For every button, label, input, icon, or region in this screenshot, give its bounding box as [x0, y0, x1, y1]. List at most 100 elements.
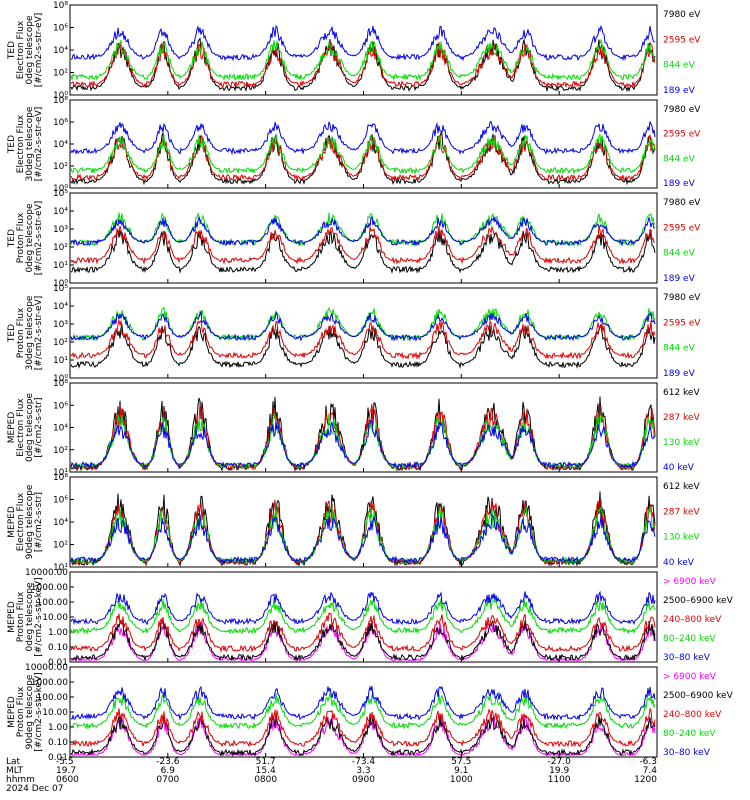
y-tick-label: 0.10: [48, 738, 68, 748]
y-tick-label: 10¹: [53, 261, 68, 271]
lat-tick-label: 51.7: [256, 757, 276, 767]
y-tick-label: 10⁶: [53, 118, 68, 128]
series-trace-blue: [70, 310, 656, 342]
y-tick-label: 10⁴: [53, 302, 68, 312]
legend-entry: 7980 eV: [663, 293, 701, 303]
panel-1: 10⁰ 10² 10⁴ 10⁶ 10⁸ TED Electron Flux 0deg tele…: [7, 1, 701, 101]
legend-entry: 844 eV: [663, 61, 696, 71]
time-tick-label: 1000: [450, 775, 473, 785]
series-trace-red: [70, 612, 656, 654]
legend-entry: 240–800 keV: [663, 615, 722, 625]
y-tick-label: 10²: [53, 162, 68, 172]
panel-8: 0.01 0.10 1.00 10.00 100.00 1000.00 10000.00 ME…: [7, 663, 734, 763]
y-axis-label: [#/cm2-s-str-keV]: [34, 577, 44, 656]
legend-entry: 189 eV: [663, 86, 696, 96]
legend-entry: 844 eV: [663, 154, 696, 164]
panel-4: 10⁰ 10¹ 10² 10³ 10⁴ 10⁵ TED Proton Flux 30deg te…: [7, 284, 701, 384]
series-trace-red: [70, 134, 656, 182]
plot-frame: [69, 382, 658, 473]
y-tick-label: 10⁵: [53, 284, 68, 294]
y-tick-label: 100.00: [37, 598, 69, 608]
y-tick-label: 1.00: [48, 628, 68, 638]
series-trace-blue: [70, 685, 656, 721]
lat-tick-label: -27.0: [548, 757, 572, 767]
time-tick-label: 0600: [56, 775, 79, 785]
axis-row-label: Lat: [6, 757, 21, 767]
plot-frame: [69, 4, 658, 96]
y-axis-label: MEPED: [7, 601, 17, 633]
y-tick-label: 10¹: [53, 356, 68, 366]
y-axis-label: 90deg telescope: [25, 674, 35, 749]
series-trace-blue: [70, 590, 656, 626]
legend-entry: > 6900 keV: [663, 672, 717, 682]
y-axis-label: 30deg telescope: [25, 106, 35, 181]
y-tick-label: 10.00: [42, 613, 68, 623]
lat-tick-label: -73.4: [352, 757, 376, 767]
y-tick-label: 10⁰: [53, 184, 68, 194]
y-tick-label: 10⁴: [53, 518, 68, 528]
y-axis-label: 90deg telescope: [25, 484, 35, 559]
series-trace-blue: [70, 24, 655, 62]
y-axis-label: TED: [7, 135, 17, 154]
panel-3: 10⁰ 10¹ 10² 10³ 10⁴ 10⁵ TED Proton Flux 0deg tel…: [7, 189, 701, 289]
legend-entry: 7980 eV: [663, 10, 701, 20]
y-axis-label: TED: [7, 41, 17, 60]
y-axis-label: [#/cm2-s-str-keV]: [34, 672, 44, 751]
legend-entry: 30–80 keV: [663, 748, 711, 758]
y-tick-label: 10¹: [53, 468, 68, 478]
y-tick-label: 10²: [53, 338, 68, 348]
legend-entry: 612 keV: [663, 388, 700, 398]
axis-row-label: 2024 Dec 07: [6, 784, 64, 794]
y-axis-label: Electron Flux: [16, 114, 26, 173]
y-axis-label: 0deg telescope: [25, 15, 35, 85]
lat-tick-label: -23.6: [156, 757, 180, 767]
y-axis-label: Electron Flux: [16, 398, 26, 457]
mlt-tick-label: 19.7: [56, 766, 76, 776]
legend-entry: 844 eV: [663, 344, 696, 354]
y-tick-label: 10⁵: [53, 189, 68, 199]
series-trace-black: [70, 229, 656, 274]
y-tick-label: 1000.00: [31, 583, 68, 593]
legend-entry: 7980 eV: [663, 105, 701, 115]
legend-entry: 130 keV: [663, 438, 700, 448]
legend-entry: 2500–6900 keV: [663, 691, 734, 701]
y-tick-label: 10⁴: [53, 46, 68, 56]
series-trace-red: [70, 707, 656, 748]
y-tick-label: 10⁸: [53, 379, 68, 389]
y-axis-label: MEPED: [7, 696, 17, 728]
plot-frame: [69, 99, 658, 189]
legend-entry: 189 eV: [663, 369, 696, 379]
series-trace-red: [70, 404, 656, 472]
y-tick-label: 100.00: [37, 693, 69, 703]
series-trace-red: [70, 41, 656, 89]
y-axis-label: 0deg telescope: [25, 203, 35, 273]
mlt-tick-label: 3.3: [356, 766, 370, 776]
series-trace-black: [70, 131, 656, 186]
legend-entry: 287 keV: [663, 413, 700, 423]
y-axis-label: 0deg telescope: [25, 582, 35, 652]
y-axis-label: [#/cm2-s-str-eV]: [34, 107, 44, 182]
y-axis-label: 0deg telescope: [25, 393, 35, 463]
series-trace-black: [70, 323, 656, 370]
y-tick-label: 10⁴: [53, 207, 68, 217]
legend-entry: 2595 eV: [663, 130, 701, 140]
y-tick-label: 10³: [53, 320, 68, 330]
legend-entry: 2595 eV: [663, 223, 701, 233]
y-axis-label: Proton Flux: [16, 212, 26, 263]
legend-entry: 80–240 keV: [663, 634, 716, 644]
legend-entry: 80–240 keV: [663, 729, 716, 739]
legend-entry: 130 keV: [663, 533, 700, 543]
series-trace-blue: [70, 419, 656, 470]
y-tick-label: 10⁶: [53, 401, 68, 411]
y-tick-label: 10³: [53, 225, 68, 235]
legend-entry: 40 keV: [663, 463, 695, 473]
legend-entry: 2595 eV: [663, 35, 701, 45]
y-axis-label: MEPED: [7, 506, 17, 538]
y-tick-label: 10⁴: [53, 140, 68, 150]
legend-entry: 189 eV: [663, 274, 696, 284]
legend-entry: 240–800 keV: [663, 710, 722, 720]
legend-entry: 2500–6900 keV: [663, 596, 734, 606]
y-axis-label: Proton Flux: [16, 591, 26, 642]
